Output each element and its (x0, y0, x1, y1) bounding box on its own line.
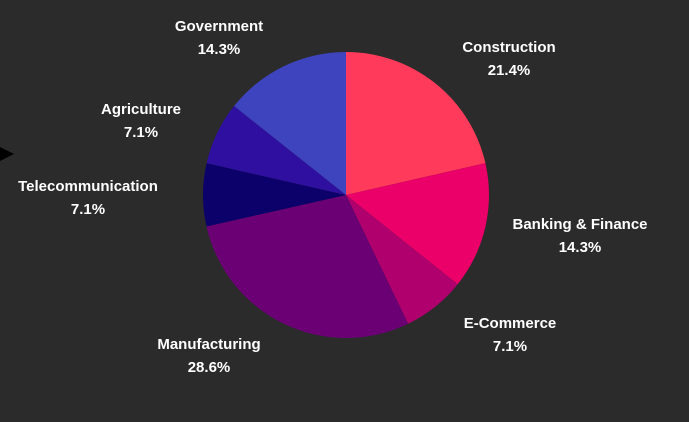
pie-slice-government[interactable] (234, 52, 346, 195)
slice-percentage: 7.1% (71, 201, 105, 218)
pie-slice-e-commerce[interactable] (346, 195, 458, 324)
slice-label: Government (175, 18, 263, 35)
pie-slice-agriculture[interactable] (206, 106, 346, 195)
pie-slice-banking-finance[interactable] (346, 163, 489, 285)
slice-label: Telecommunication (18, 178, 158, 195)
slice-percentage: 7.1% (493, 338, 527, 355)
slice-label: Agriculture (101, 101, 181, 118)
slice-label: Banking & Finance (512, 216, 647, 233)
slice-percentage: 7.1% (124, 124, 158, 141)
slice-percentage: 14.3% (559, 239, 602, 256)
slice-percentage: 28.6% (188, 359, 231, 376)
slice-percentage: 14.3% (198, 41, 241, 58)
slice-label: E-Commerce (464, 315, 557, 332)
pie-slice-manufacturing[interactable] (206, 195, 409, 338)
pie-slice-construction[interactable] (346, 52, 486, 195)
left-pointer-triangle-icon (0, 147, 14, 161)
pie-labels: Construction 21.4% Banking & Finance 14.3% E… (18, 18, 647, 376)
slice-percentage: 21.4% (488, 62, 531, 79)
pie-slices (203, 52, 489, 338)
slice-label: Construction (462, 39, 555, 56)
slice-label: Manufacturing (157, 336, 260, 353)
pie-slice-telecommunication[interactable] (203, 163, 346, 227)
